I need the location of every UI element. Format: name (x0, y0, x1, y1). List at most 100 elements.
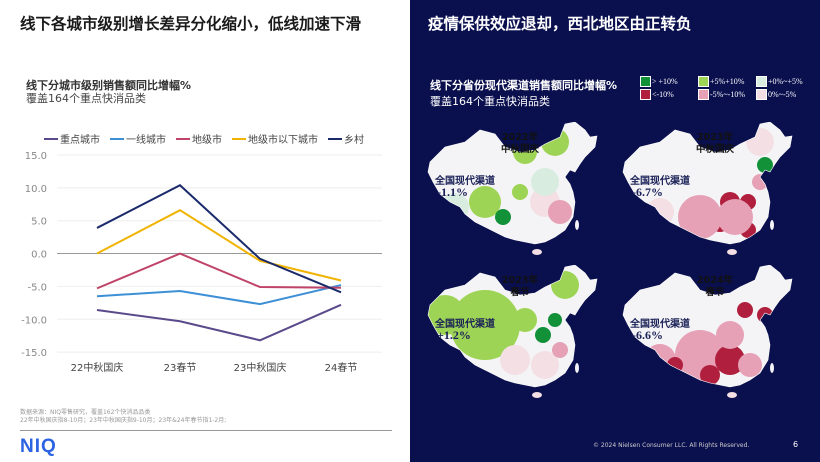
map-period-label: 2023年 春节 (485, 275, 555, 299)
province-region (746, 128, 774, 156)
legend-item: 地级市以下城市 (232, 131, 318, 146)
map-legend-item: 0%~-5% (756, 89, 820, 100)
right-panel: 疫情保供效应退却，西北地区由正转负 线下分省份现代渠道销售额同比增幅% 覆盖164… (410, 0, 820, 462)
legend-label: 一线城市 (126, 135, 166, 146)
line-chart: 15.0 10.0 5.0 0.0 -5.0 -10.0 -15.0 22中秋国庆 23春节 23… (21, 151, 382, 374)
province-region (551, 271, 579, 299)
legend-swatch (756, 89, 767, 100)
province-region (450, 290, 520, 360)
legend-swatch (698, 76, 709, 87)
divider (20, 430, 392, 431)
map-year: 2023年 (697, 132, 733, 143)
chart-legend: 重点城市 一线城市 地级市 地级市以下城市 乡村 (44, 131, 364, 146)
map-year: 2022年 (502, 132, 538, 143)
map-legend: > +10% +5%+10% +0%~+5% <-10% -5%~-10% 0%~-5% (640, 76, 820, 100)
y-tick-label: -15.0 (21, 348, 47, 359)
province-map: 2023年 中秋国庆 全国现代渠道 -6.7% (620, 121, 800, 261)
map-legend-item: +5%+10% (698, 76, 756, 87)
legend-label: 0%~-5% (768, 90, 797, 99)
province-region (738, 353, 762, 377)
x-tick-label: 24春节 (325, 362, 358, 374)
legend-swatch (110, 137, 124, 140)
province-region (500, 345, 530, 375)
legend-swatch (232, 137, 246, 140)
map-legend-item: -5%~-10% (698, 89, 756, 100)
map-chart-title: 线下分省份现代渠道销售额同比增幅% 覆盖164个重点快消品类 (430, 77, 617, 109)
legend-label: <-10% (652, 90, 674, 99)
province-region (716, 321, 744, 349)
province-region (531, 168, 559, 196)
province-region (535, 327, 551, 343)
legend-label: 乡村 (344, 135, 364, 146)
page-number: 6 (793, 440, 799, 449)
y-tick-label: 10.0 (25, 184, 47, 195)
series-line (96, 284, 342, 306)
legend-swatch (176, 137, 190, 140)
province-region (717, 199, 753, 235)
left-panel: 线下各城市级别增长差异分化缩小，低线加速下滑 线下分城市级别销售额同比增幅% 覆… (20, 15, 392, 457)
province-region (469, 186, 501, 218)
series-line (96, 209, 342, 282)
province-map: 2022年 中秋国庆 全国现代渠道 -1.1% (425, 121, 605, 261)
national-label: 全国现代渠道 (435, 319, 495, 330)
chart-subtitle: 覆盖164个重点快消品类 (26, 92, 146, 105)
series-line (96, 303, 342, 342)
province-region (548, 313, 562, 327)
national-label: 全国现代渠道 (630, 176, 690, 187)
national-value: +1.2% (437, 328, 471, 342)
legend-swatch (640, 89, 651, 100)
province-region (737, 302, 753, 318)
legend-label: +0%~+5% (768, 77, 803, 86)
province-map: 2023年 春节 全国现代渠道 +1.2% (425, 264, 605, 404)
y-tick-label: 15.0 (25, 151, 47, 162)
province-region (513, 308, 537, 332)
legend-label: 地级市 (192, 135, 222, 146)
map-period: 中秋国庆 (695, 144, 734, 155)
y-tick-label: 5.0 (31, 217, 47, 228)
province-region (757, 307, 773, 323)
map-period-label: 2022年 中秋国庆 (485, 132, 555, 156)
map-period: 中秋国庆 (500, 144, 539, 155)
x-tick-label: 22中秋国庆 (71, 361, 124, 374)
right-title: 疫情保供效应退却，西北地区由正转负 (428, 15, 692, 33)
legend-label: 地级市以下城市 (248, 135, 318, 146)
province-region (700, 365, 720, 385)
province-region (757, 157, 773, 173)
map-period: 春节 (705, 287, 725, 298)
legend-label: -5%~-10% (710, 90, 745, 99)
map-legend-item: <-10% (640, 89, 698, 100)
map-legend-item: +0%~+5% (756, 76, 820, 87)
china-map-graphic (622, 121, 793, 255)
copyright: © 2024 Nielsen Consumer LLC. All Rights … (593, 442, 750, 449)
legend-item: 乡村 (328, 131, 364, 146)
x-tick-label: 23中秋国庆 (234, 361, 287, 374)
national-value: -6.6% (632, 328, 663, 342)
y-tick-label: -5.0 (27, 282, 47, 293)
national-label: 全国现代渠道 (435, 176, 495, 187)
niq-logo: NIQ (20, 436, 57, 457)
legend-item: 地级市 (176, 131, 222, 146)
series-line (96, 252, 342, 290)
province-region (752, 174, 768, 190)
province-region (512, 184, 528, 200)
source-note: 数据来源：NIQ零售研究，覆盖162个快消品品类 22年中秋国庆指8-10月；23… (20, 409, 226, 425)
map-year: 2023年 (502, 275, 538, 286)
legend-item: 重点城市 (44, 131, 100, 146)
map-subtitle: 覆盖164个重点快消品类 (430, 95, 550, 108)
province-region (495, 209, 511, 225)
x-tick-label: 23春节 (164, 362, 197, 374)
legend-swatch (640, 76, 651, 87)
china-map-graphic (427, 264, 598, 398)
source-line: 数据来源：NIQ零售研究，覆盖162个快消品品类 (20, 409, 151, 416)
legend-label: +5%+10% (710, 77, 745, 86)
map-legend-item: > +10% (640, 76, 698, 87)
province-region (531, 351, 559, 379)
y-tick-label: 0.0 (31, 250, 47, 261)
province-region (428, 295, 465, 335)
map-period-label: 2023年 中秋国庆 (680, 132, 750, 156)
province-region (552, 342, 568, 358)
province-region (548, 200, 572, 224)
province-region (715, 345, 745, 375)
map-period-label: 2024年 春节 (680, 275, 750, 299)
left-title: 线下各城市级别增长差异分化缩小，低线加速下滑 (20, 15, 362, 33)
